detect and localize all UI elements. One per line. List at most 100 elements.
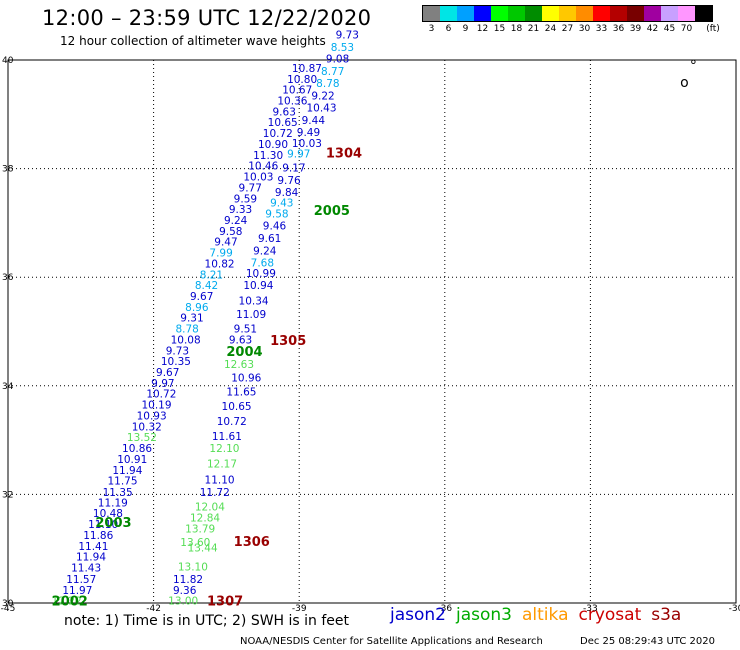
wave-height-value: 10.46 bbox=[248, 161, 278, 173]
wave-height-value: 9.08 bbox=[326, 54, 349, 66]
wave-height-value: 9.51 bbox=[234, 324, 257, 336]
wave-height-value: 8.53 bbox=[331, 42, 354, 54]
wave-height-value: 9.61 bbox=[258, 233, 281, 245]
wave-height-value: 10.99 bbox=[246, 268, 276, 280]
scale-label: 18 bbox=[510, 24, 523, 34]
wave-height-value: 9.44 bbox=[302, 115, 326, 127]
track-label: 1307 bbox=[207, 595, 243, 610]
wave-height-value: 12.22 bbox=[52, 596, 82, 608]
footer-timestamp: Dec 25 08:29:43 UTC 2020 bbox=[580, 636, 715, 647]
wave-height-value: 11.72 bbox=[200, 487, 230, 499]
island-symbol: o bbox=[680, 75, 689, 91]
wave-height-value: 10.93 bbox=[137, 410, 167, 422]
wave-height-value: 12.17 bbox=[207, 458, 237, 470]
wave-height-value: 11.35 bbox=[103, 487, 133, 499]
island-symbol: ° bbox=[690, 58, 697, 74]
wave-height-value: 10.86 bbox=[122, 443, 152, 455]
wave-height-value: 12.04 bbox=[195, 502, 225, 514]
map-title: 12:00 – 23:59 UTC 12/22/2020 bbox=[42, 6, 372, 30]
wave-height-value: 9.24 bbox=[224, 215, 248, 227]
wave-height-value: 12.63 bbox=[224, 359, 254, 371]
scale-swatch bbox=[542, 6, 559, 21]
wave-height-value: 9.73 bbox=[166, 345, 189, 357]
longitude-tick-label: -33 bbox=[583, 604, 598, 614]
track-label: 2004 bbox=[226, 345, 262, 360]
scale-swatch bbox=[627, 6, 644, 21]
wave-height-value: 10.36 bbox=[277, 96, 307, 108]
wave-height-value: 9.46 bbox=[263, 220, 287, 232]
wave-height-value: 9.63 bbox=[273, 106, 296, 118]
wave-height-value: 10.43 bbox=[306, 103, 336, 115]
map-frame bbox=[7, 59, 737, 604]
wave-height-value: 10.94 bbox=[243, 280, 273, 292]
scale-label: 3 bbox=[428, 24, 435, 34]
wave-height-value: 13.79 bbox=[185, 523, 215, 535]
wave-height-value: 8.96 bbox=[185, 302, 209, 314]
wave-height-value: 9.58 bbox=[265, 208, 288, 220]
wave-height-scale: 3 6 9 12 15 18 21 24 27 30 33 36 39 42 45 70 (ft) bbox=[422, 5, 720, 36]
wave-height-value: 10.48 bbox=[93, 508, 123, 520]
scale-swatch bbox=[644, 6, 661, 21]
wave-height-value: 11.65 bbox=[226, 387, 256, 399]
wave-height-value: 9.76 bbox=[277, 175, 301, 187]
scale-label: 33 bbox=[595, 24, 608, 34]
wave-height-value: 9.22 bbox=[311, 91, 334, 103]
scale-swatch bbox=[576, 6, 593, 21]
scale-swatch bbox=[559, 6, 576, 21]
scale-label: 9 bbox=[462, 24, 469, 34]
scale-label: 70 bbox=[680, 24, 693, 34]
scale-label: 12 bbox=[476, 24, 489, 34]
wave-height-value: 11.19 bbox=[98, 497, 128, 509]
wave-height-value: 11.43 bbox=[71, 563, 101, 575]
wave-height-value: 8.78 bbox=[175, 324, 198, 336]
wave-height-value: 10.32 bbox=[132, 421, 162, 433]
wave-height-value: 9.59 bbox=[234, 193, 257, 205]
wave-height-value: 12.84 bbox=[190, 513, 220, 525]
wave-height-value: 11.41 bbox=[78, 541, 108, 553]
scale-swatch bbox=[491, 6, 508, 21]
wave-height-value: 11.61 bbox=[212, 431, 242, 443]
scale-swatch bbox=[661, 6, 678, 21]
satellite-legend-item: cryosat bbox=[578, 605, 642, 625]
track-label: 2002 bbox=[52, 595, 88, 610]
wave-height-value: 11.94 bbox=[76, 552, 106, 564]
scale-swatch bbox=[525, 6, 542, 21]
latitude-tick-label: 40 bbox=[2, 56, 14, 66]
wave-height-value: 8.78 bbox=[316, 78, 339, 90]
track-label: 2003 bbox=[95, 516, 131, 531]
scale-swatch bbox=[440, 6, 457, 21]
longitude-tick-label: -30 bbox=[729, 604, 740, 614]
satellite-legend-item: jason3 bbox=[456, 605, 512, 625]
wave-height-value: 13.44 bbox=[188, 542, 218, 554]
wave-height-value: 10.96 bbox=[231, 372, 261, 384]
longitude-tick-label: -39 bbox=[292, 604, 307, 614]
scale-swatch bbox=[423, 6, 440, 21]
wave-height-value: 9.24 bbox=[253, 245, 277, 257]
scale-label: 45 bbox=[663, 24, 676, 34]
wave-height-value: 9.47 bbox=[214, 237, 237, 249]
scale-label: 6 bbox=[445, 24, 452, 34]
scale-swatch bbox=[593, 6, 610, 21]
wave-height-value: 10.08 bbox=[171, 334, 201, 346]
wave-height-value: 9.73 bbox=[336, 29, 359, 41]
wave-height-value: 10.90 bbox=[258, 139, 288, 151]
wave-height-value: 10.35 bbox=[161, 356, 191, 368]
latitude-tick-label: 34 bbox=[2, 382, 14, 392]
scale-label: 15 bbox=[493, 24, 506, 34]
latitude-tick-label: 30 bbox=[2, 599, 14, 609]
scale-label: 42 bbox=[646, 24, 659, 34]
wave-height-value: 10.34 bbox=[239, 295, 269, 307]
wave-height-value: 10.80 bbox=[287, 74, 317, 86]
longitude-tick-label: -36 bbox=[437, 604, 452, 614]
wave-height-value: 11.10 bbox=[205, 475, 235, 487]
wave-height-value: 13.60 bbox=[180, 537, 210, 549]
satellite-legend-item: s3a bbox=[651, 605, 682, 625]
scale-swatch bbox=[610, 6, 627, 21]
wave-height-value: 8.21 bbox=[200, 269, 223, 281]
map-subtitle: 12 hour collection of altimeter wave hei… bbox=[60, 34, 326, 48]
wave-height-value: 10.67 bbox=[282, 85, 312, 97]
scale-label: 24 bbox=[544, 24, 557, 34]
longitude-tick-label: -45 bbox=[1, 604, 16, 614]
scale-unit: (ft) bbox=[706, 24, 720, 34]
